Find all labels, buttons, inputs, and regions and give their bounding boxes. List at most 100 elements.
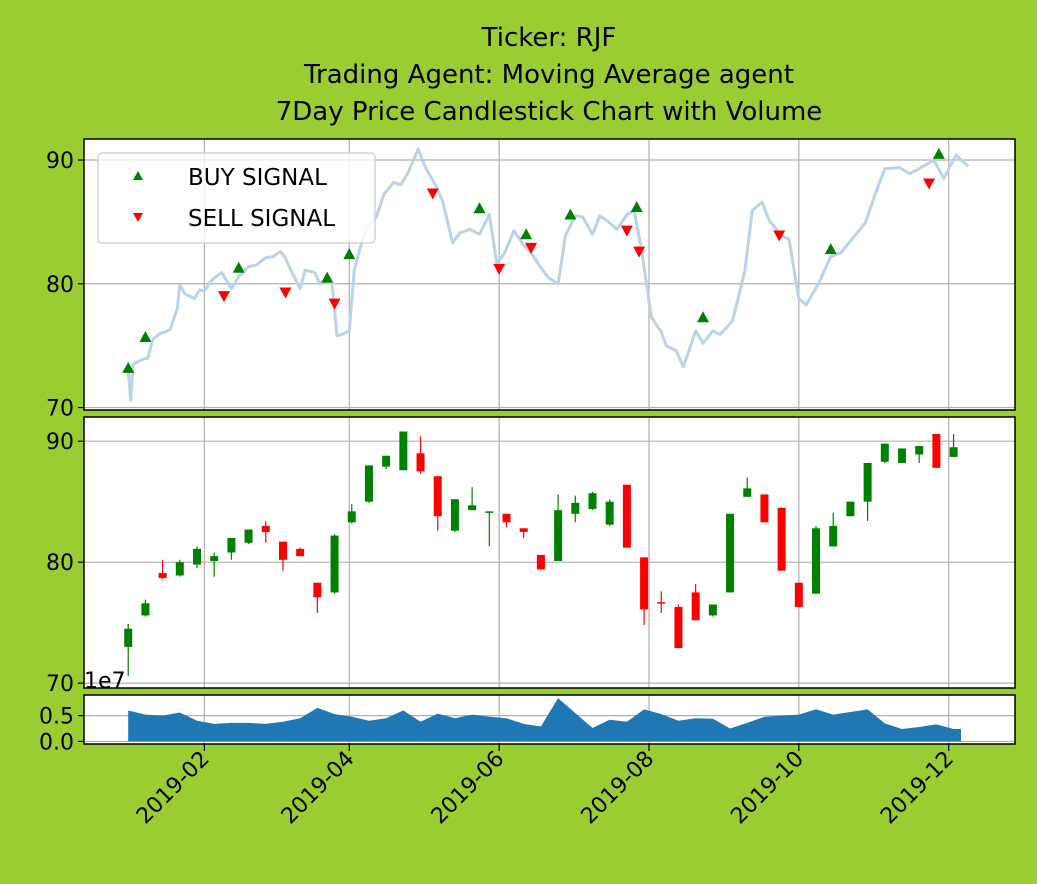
candle-body <box>674 606 683 649</box>
candle-body <box>588 493 597 509</box>
buy-signal-marker <box>321 271 334 283</box>
y-tick-label: 90 <box>46 430 74 455</box>
buy-signal-marker <box>122 361 135 373</box>
sell-signal-marker <box>525 242 538 254</box>
volume-panel-y-ticks: 0.00.5 <box>39 705 84 755</box>
sell-signal-marker <box>493 263 506 275</box>
candle-body <box>502 513 511 523</box>
buy-signal-marker <box>343 248 356 260</box>
buy-signal-marker <box>697 311 710 323</box>
candle-body <box>210 556 219 561</box>
candle-body <box>622 484 631 548</box>
candle-panel-y-ticks: 70 80 90 <box>46 430 84 697</box>
candle-body <box>760 494 769 523</box>
legend-sell-label: SELL SIGNAL <box>188 206 335 232</box>
buy-signal-marker <box>932 147 945 159</box>
candle-body <box>812 528 821 594</box>
candle-body <box>915 446 924 455</box>
candle-body <box>726 513 735 593</box>
buy-signal-marker <box>520 228 533 240</box>
candle-body <box>898 448 907 463</box>
sell-signal-marker <box>279 287 292 299</box>
candle-body <box>571 502 580 514</box>
candle-body <box>158 573 167 578</box>
buy-signal-marker <box>473 202 486 214</box>
sell-signal-marker <box>328 298 341 310</box>
y-tick-label: 70 <box>46 672 74 697</box>
candle-body <box>536 554 545 570</box>
candle-body <box>691 592 700 621</box>
candle-body <box>227 537 236 553</box>
buy-signal-marker <box>564 208 577 220</box>
candle-body <box>794 582 803 607</box>
candle-body <box>278 541 287 560</box>
candle-body <box>416 453 425 472</box>
volume-panel-content <box>128 698 961 742</box>
volume-panel-frame <box>83 694 1016 745</box>
candle-body <box>296 548 305 557</box>
candle-body <box>382 455 391 467</box>
candle-body <box>124 628 133 647</box>
candle-panel-frame <box>83 416 1016 689</box>
buy-signal-marker <box>630 201 643 213</box>
sell-signal-marker <box>633 246 646 258</box>
price-panel-y-ticks: 70 80 90 <box>46 149 84 422</box>
legend: BUY SIGNAL SELL SIGNAL <box>97 152 376 244</box>
sell-signal-marker <box>426 188 439 200</box>
candle-panel-content <box>124 431 958 676</box>
price-panel-content <box>122 147 970 402</box>
candle-body <box>261 525 270 532</box>
candle-body <box>433 476 442 517</box>
price-panel-frame <box>83 138 1016 411</box>
candle-panel-bg <box>84 417 1015 688</box>
y-tick-label: 70 <box>46 397 74 422</box>
y-tick-label: 80 <box>46 551 74 576</box>
candle-body <box>657 602 666 604</box>
buy-signal-marker <box>824 243 837 255</box>
candle-body <box>605 501 614 525</box>
candle-body <box>880 443 889 462</box>
candle-body <box>192 548 201 565</box>
candle-body <box>468 505 477 511</box>
y-tick-label: 0.0 <box>39 730 74 755</box>
legend-buy-marker-icon <box>133 171 143 180</box>
candle-body <box>347 511 356 523</box>
legend-box <box>97 152 376 244</box>
candle-body <box>485 511 494 513</box>
buy-signal-marker <box>232 261 245 273</box>
candle-body <box>846 501 855 517</box>
candle-body <box>330 535 339 593</box>
y-tick-label: 80 <box>46 273 74 298</box>
candle-body <box>949 447 958 457</box>
candle-body <box>554 510 563 561</box>
candle-body <box>932 433 941 468</box>
volume-scale-label: 1e7 <box>84 669 126 694</box>
candle-body <box>777 507 786 571</box>
sell-signal-marker <box>620 225 633 237</box>
sell-signal-marker <box>923 178 936 190</box>
legend-buy-label: BUY SIGNAL <box>188 165 327 191</box>
candle-panel-grid <box>84 417 1015 688</box>
candle-body <box>450 499 459 531</box>
candle-body <box>829 525 838 547</box>
candle-body <box>640 557 649 610</box>
buy-signal-marker <box>139 330 152 342</box>
legend-sell-marker-icon <box>133 213 143 222</box>
chart-title-line-3: 7Day Price Candlestick Chart with Volume <box>276 97 823 127</box>
volume-area <box>128 698 961 742</box>
candle-body <box>364 465 373 502</box>
chart-title-line-2: Trading Agent: Moving Average agent <box>303 60 794 90</box>
y-tick-label: 0.5 <box>39 705 74 730</box>
price-panel-grid <box>84 139 1015 410</box>
candle-body <box>863 462 872 502</box>
candle-body <box>244 529 253 543</box>
candle-body <box>708 604 717 616</box>
candle-body <box>313 582 322 598</box>
candle-body <box>519 528 528 532</box>
candle-body <box>399 431 408 471</box>
candle-body <box>141 603 150 616</box>
candle-body <box>175 562 184 576</box>
sell-signal-marker <box>218 291 231 303</box>
sell-signal-marker <box>773 230 786 242</box>
